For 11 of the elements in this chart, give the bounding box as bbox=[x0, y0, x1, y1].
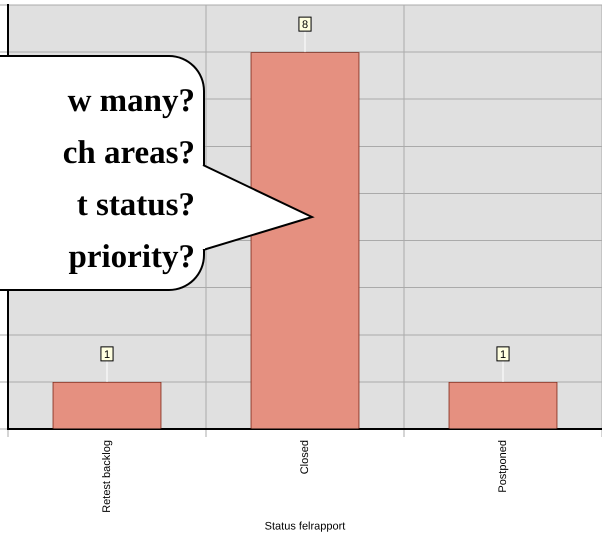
annotation: ch areas? bbox=[62, 134, 195, 173]
annotation: w many? bbox=[66, 82, 195, 121]
data-label: 1 bbox=[104, 348, 110, 361]
x-axis-title: Status felrapport bbox=[264, 520, 346, 532]
annotation: t status? bbox=[76, 186, 195, 225]
data-label: 1 bbox=[500, 348, 506, 361]
data-label: 8 bbox=[302, 19, 308, 32]
x-tick-label: Retest backlog bbox=[101, 440, 114, 513]
annotation: priority? bbox=[68, 238, 195, 277]
x-tick-label: Closed bbox=[299, 440, 312, 474]
x-tick-label: Postponed bbox=[497, 440, 510, 493]
